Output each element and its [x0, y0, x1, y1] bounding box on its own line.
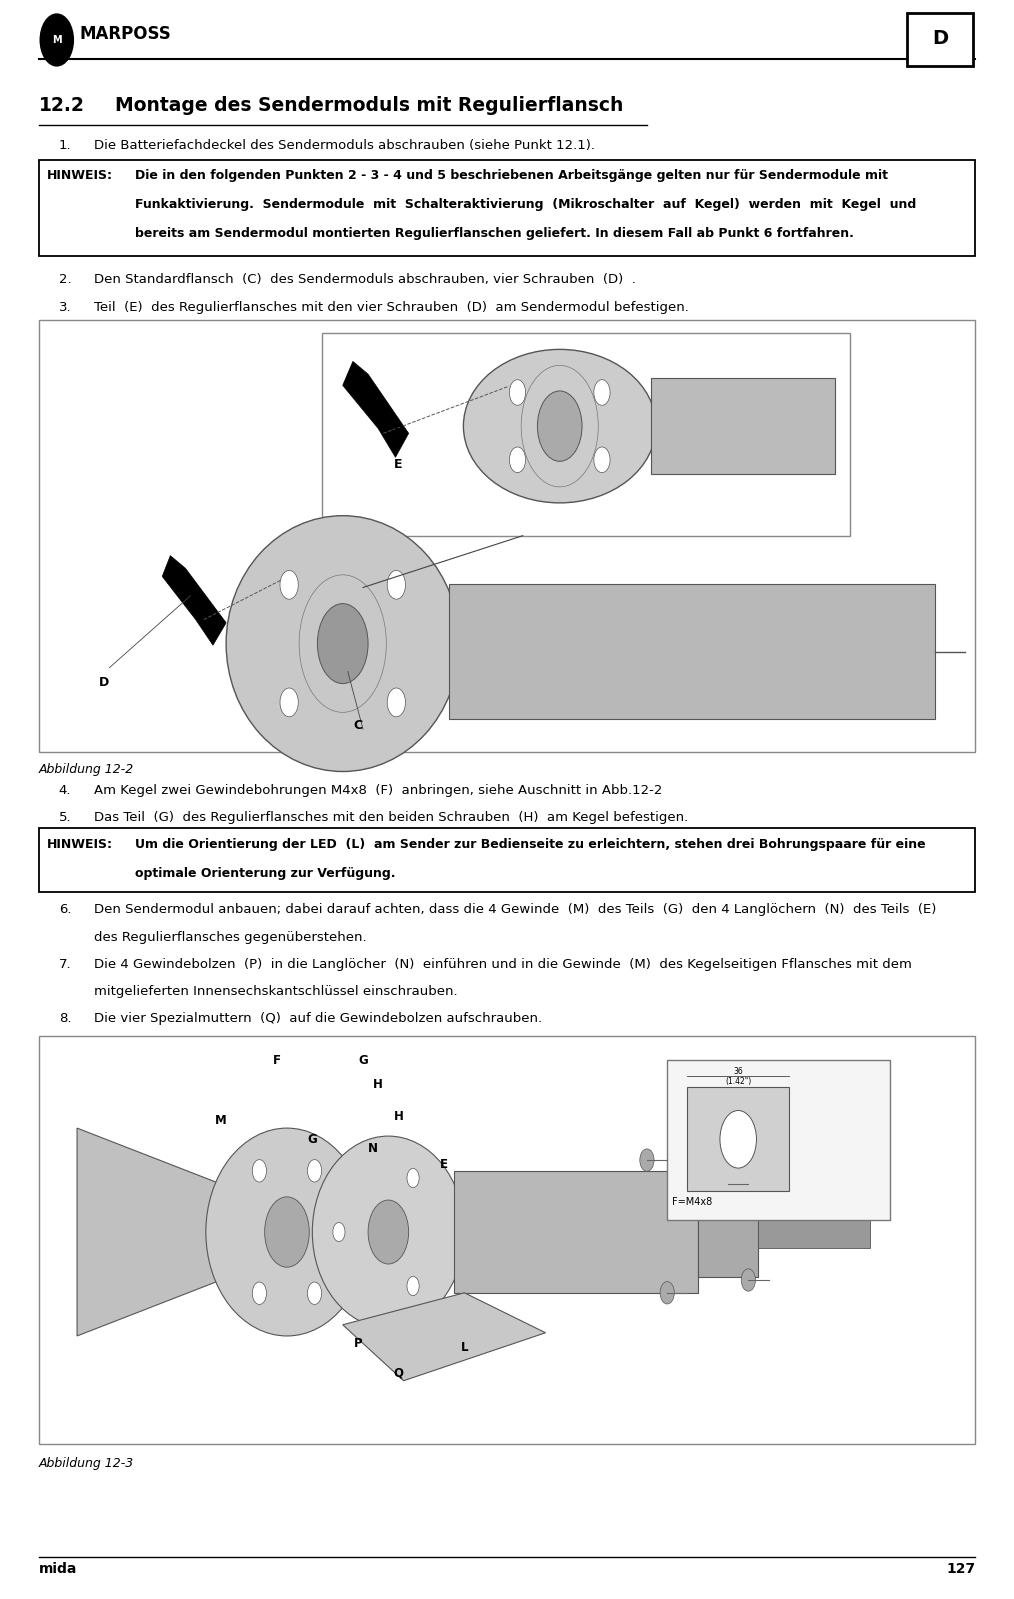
Text: Am Kegel zwei Gewindebohrungen M4x8  (F)  anbringen, siehe Auschnitt in Abb.12-2: Am Kegel zwei Gewindebohrungen M4x8 (F) …	[94, 784, 663, 796]
Circle shape	[333, 1223, 345, 1241]
Circle shape	[280, 688, 298, 716]
Bar	[454, 1170, 698, 1292]
Text: Abbildung 12-3: Abbildung 12-3	[39, 1457, 134, 1469]
Text: Die Batteriefachdeckel des Sendermoduls abschrauben (siehe Punkt 12.1).: Die Batteriefachdeckel des Sendermoduls …	[94, 139, 595, 152]
Polygon shape	[77, 1129, 221, 1337]
Polygon shape	[343, 1292, 546, 1382]
Text: Die 4 Gewindebolzen  (P)  in die Langlöcher  (N)  einführen und in die Gewinde  : Die 4 Gewindebolzen (P) in die Langlöche…	[94, 958, 913, 971]
Circle shape	[387, 688, 406, 716]
Text: Funkaktivierung.  Sendermodule  mit  Schalteraktivierung  (Mikroschalter  auf  K: Funkaktivierung. Sendermodule mit Schalt…	[135, 198, 916, 211]
Circle shape	[721, 1174, 735, 1196]
Text: 12.2: 12.2	[39, 96, 84, 115]
Text: 5.: 5.	[59, 811, 71, 823]
Text: N: N	[368, 1142, 378, 1156]
Bar	[758, 1217, 870, 1247]
Text: L: L	[460, 1340, 468, 1354]
Text: 4.: 4.	[59, 784, 71, 796]
Bar	[39, 1036, 975, 1444]
Circle shape	[317, 603, 368, 684]
Text: Um die Orientierung der LED  (L)  am Sender zur Bedienseite zu erleichtern, steh: Um die Orientierung der LED (L) am Sende…	[135, 838, 926, 851]
Bar	[651, 377, 835, 473]
Circle shape	[280, 571, 298, 600]
Polygon shape	[343, 361, 409, 457]
Text: P: P	[354, 1337, 362, 1351]
Text: bereits am Sendermodul montierten Regulierflanschen geliefert. In diesem Fall ab: bereits am Sendermodul montierten Reguli…	[135, 227, 854, 240]
Text: Den Sendermodul anbauen; dabei darauf achten, dass die 4 Gewinde  (M)  des Teils: Den Sendermodul anbauen; dabei darauf ac…	[94, 903, 937, 916]
Text: mida: mida	[39, 1562, 77, 1577]
Text: Die in den folgenden Punkten 2 - 3 - 4 und 5 beschriebenen Arbeitsgänge gelten n: Die in den folgenden Punkten 2 - 3 - 4 u…	[135, 169, 888, 182]
Text: Abbildung 12-2: Abbildung 12-2	[39, 763, 134, 776]
Text: H: H	[373, 1078, 383, 1091]
Text: C: C	[354, 720, 362, 732]
Bar	[698, 1186, 758, 1276]
Bar	[687, 1087, 789, 1191]
Bar	[39, 160, 975, 256]
Text: 2.: 2.	[59, 273, 71, 286]
Bar	[667, 1060, 890, 1220]
Circle shape	[594, 448, 610, 473]
Bar	[322, 333, 850, 536]
Bar	[449, 585, 935, 720]
Text: 8.: 8.	[59, 1012, 71, 1025]
Circle shape	[407, 1169, 419, 1188]
Bar	[39, 320, 975, 752]
Text: Montage des Sendermoduls mit Regulierflansch: Montage des Sendermoduls mit Regulierfla…	[115, 96, 623, 115]
Text: E: E	[440, 1158, 448, 1172]
Text: 3.: 3.	[59, 301, 71, 313]
Text: 36
(1.42"): 36 (1.42")	[725, 1067, 751, 1086]
Text: des Regulierflansches gegenüberstehen.: des Regulierflansches gegenüberstehen.	[94, 931, 367, 943]
Circle shape	[660, 1282, 674, 1305]
Circle shape	[387, 571, 406, 600]
Circle shape	[252, 1282, 267, 1305]
Text: M: M	[215, 1113, 227, 1127]
Circle shape	[307, 1159, 321, 1182]
Text: G: G	[358, 1054, 368, 1067]
Ellipse shape	[226, 515, 459, 771]
Text: F=M4x8: F=M4x8	[672, 1198, 713, 1207]
Circle shape	[509, 379, 525, 405]
Circle shape	[407, 1276, 419, 1295]
Text: F: F	[273, 1054, 281, 1067]
Text: M: M	[52, 35, 62, 45]
Text: D: D	[932, 29, 948, 48]
Circle shape	[41, 14, 73, 66]
Polygon shape	[162, 555, 226, 644]
Circle shape	[509, 448, 525, 473]
FancyBboxPatch shape	[907, 13, 973, 66]
Text: G: G	[307, 1132, 317, 1146]
Text: Den Standardflansch  (C)  des Sendermoduls abschrauben, vier Schrauben  (D)  .: Den Standardflansch (C) des Sendermoduls…	[94, 273, 636, 286]
Text: HINWEIS:: HINWEIS:	[47, 169, 113, 182]
Circle shape	[368, 1199, 409, 1263]
Text: Das Teil  (G)  des Regulierflansches mit den beiden Schrauben  (H)  am Kegel bef: Das Teil (G) des Regulierflansches mit d…	[94, 811, 689, 823]
Circle shape	[640, 1148, 654, 1170]
Text: Teil  (E)  des Regulierflansches mit den vier Schrauben  (D)  am Sendermodul bef: Teil (E) des Regulierflansches mit den v…	[94, 301, 690, 313]
Ellipse shape	[463, 350, 656, 502]
Circle shape	[537, 392, 582, 461]
Text: HINWEIS:: HINWEIS:	[47, 838, 113, 851]
Circle shape	[307, 1282, 321, 1305]
Text: MARPOSS: MARPOSS	[79, 24, 170, 43]
Text: 7.: 7.	[59, 958, 71, 971]
Text: 1.: 1.	[59, 139, 71, 152]
Text: E: E	[393, 457, 402, 472]
Text: 6.: 6.	[59, 903, 71, 916]
Text: optimale Orienterung zur Verfügung.: optimale Orienterung zur Verfügung.	[135, 867, 395, 879]
Text: H: H	[393, 1110, 404, 1122]
Circle shape	[265, 1196, 309, 1266]
Bar	[39, 828, 975, 892]
Text: D: D	[393, 424, 404, 437]
Text: mitgelieferten Innensechskantschlüssel einschrauben.: mitgelieferten Innensechskantschlüssel e…	[94, 985, 458, 998]
Text: 127: 127	[946, 1562, 975, 1577]
Ellipse shape	[312, 1135, 464, 1327]
Text: D: D	[99, 675, 110, 689]
Ellipse shape	[206, 1129, 368, 1337]
Circle shape	[594, 379, 610, 405]
Circle shape	[741, 1270, 755, 1292]
Text: Q: Q	[393, 1366, 404, 1380]
Circle shape	[252, 1159, 267, 1182]
Text: Die vier Spezialmuttern  (Q)  auf die Gewindebolzen aufschrauben.: Die vier Spezialmuttern (Q) auf die Gewi…	[94, 1012, 542, 1025]
Circle shape	[720, 1110, 756, 1167]
